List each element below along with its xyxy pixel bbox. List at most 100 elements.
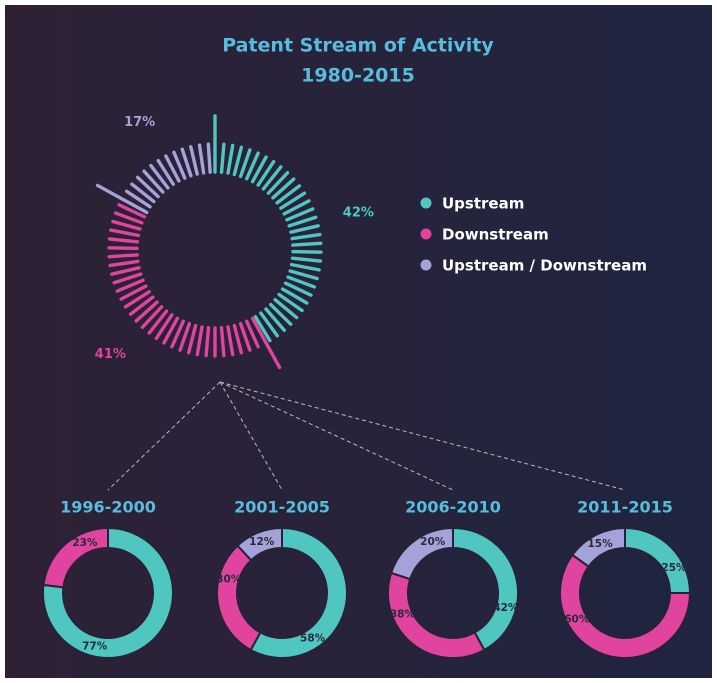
value-label: 30% [216,573,242,585]
spoke [287,215,318,228]
spoke [154,313,174,340]
value-label: 58% [300,633,326,645]
spoke [115,278,145,293]
spoke [170,319,185,349]
spoke [206,142,212,174]
value-label: 25% [661,562,687,574]
spoke [280,287,309,305]
spoke [107,237,140,244]
spoke [197,143,206,175]
spoke [282,199,311,216]
value-label: 38% [390,609,416,621]
connector [219,381,454,491]
spoke [149,163,170,190]
legend-label: Upstream [442,195,524,213]
spoke [186,323,198,355]
spoke [156,158,175,186]
spoke [269,302,293,326]
spoke [266,171,290,195]
spoke [164,154,181,183]
legend-marker [420,228,432,240]
spoke [277,292,304,313]
spoke [283,281,313,297]
spoke [195,325,204,357]
spoke [256,160,276,187]
spoke [259,311,280,338]
spoke [107,253,139,259]
spoke [253,315,272,343]
spoke [136,175,160,199]
donut-segment [42,526,174,659]
donut-title: 2011-2015 [577,498,673,517]
spoke [219,142,226,174]
value-label: 60% [564,613,590,625]
spoke [110,266,141,276]
spoke [147,309,169,335]
spoke [288,269,319,281]
chart-subtitle: 1980-2015 [301,65,415,87]
spoke [130,182,156,204]
spoke [189,145,199,176]
chart-title: Patent Stream of Activity [222,35,494,57]
value-label: 77% [82,640,108,652]
spoke [290,232,322,241]
spoke [271,177,296,200]
spoke [219,326,226,358]
spoke [245,151,260,181]
spoke [117,203,147,219]
spoke [250,316,282,370]
spoke [285,207,315,222]
spoke [291,241,323,247]
donut-title: 2006-2010 [405,498,501,517]
spoke [264,307,286,332]
spoke [290,256,323,263]
spoke [204,326,211,358]
spoke [142,169,165,194]
spoke [109,228,141,238]
spoke [245,319,260,349]
donut-segment [236,526,283,562]
spoke [140,305,164,329]
spoke [238,321,252,352]
spoke [226,325,235,357]
spoke [119,284,148,301]
spoke [289,224,320,234]
spoke [232,145,244,177]
spoke [226,143,235,175]
value-label: 42% [343,206,374,221]
spoke [289,262,321,272]
donut-segment [389,526,454,581]
spoke [291,249,323,254]
donut-title: 1996-2000 [60,498,156,517]
segment [213,114,323,343]
legend-marker [420,259,432,271]
spoke [232,323,244,355]
donut-segment [42,526,109,589]
spoke [112,272,143,285]
donut-segment [571,526,626,568]
segment [95,142,212,215]
legend-marker [420,197,432,209]
donut-title: 2001-2005 [234,498,330,517]
spoke [108,259,140,268]
spoke [113,211,144,225]
spoke [162,316,180,345]
background [5,5,712,678]
donut-segment [249,526,348,659]
value-label: 42% [493,602,519,614]
spoke [238,148,252,179]
spoke [178,321,192,352]
spoke [273,298,299,320]
spoke [261,165,283,191]
value-label: 17% [124,115,155,130]
spoke [250,155,268,184]
spoke [107,246,139,251]
connector [107,381,221,491]
value-label: 41% [95,347,126,362]
value-label: 12% [249,536,275,548]
spoke [111,219,142,231]
value-label: 20% [420,536,446,548]
spoke [128,295,155,316]
value-label: 23% [72,537,98,549]
